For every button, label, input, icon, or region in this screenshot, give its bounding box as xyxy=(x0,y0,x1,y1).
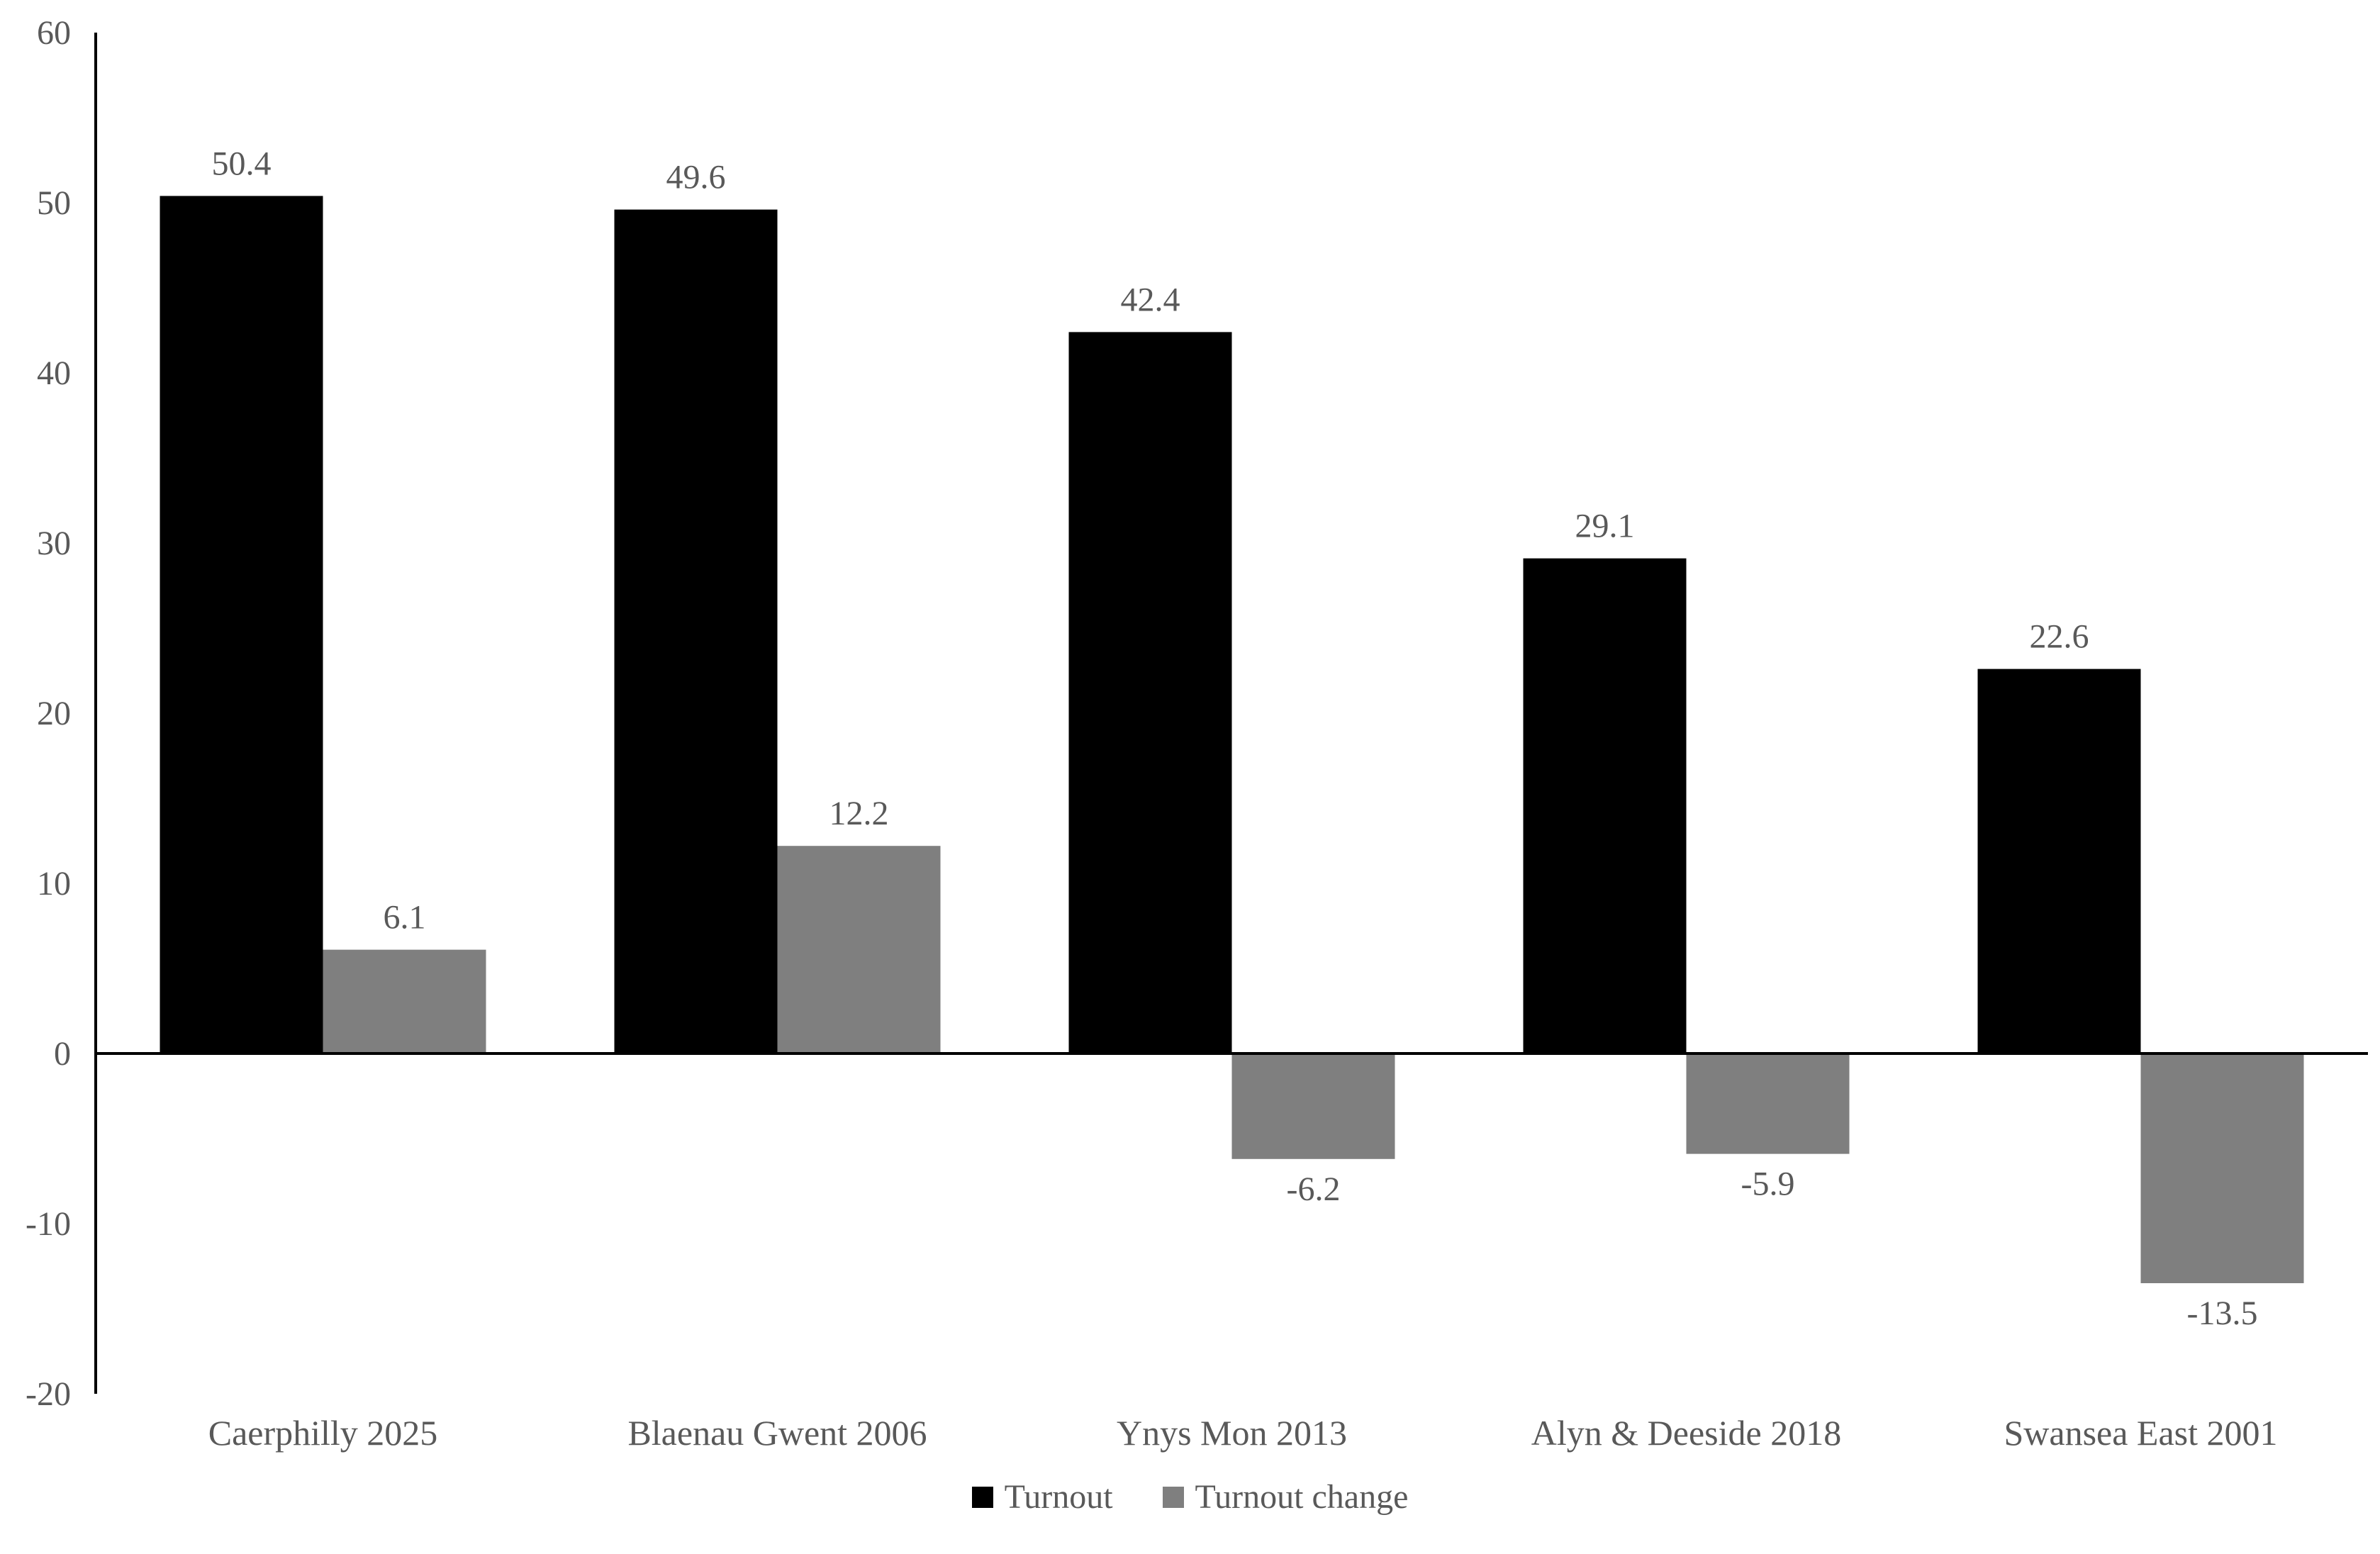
bar-turnout-caerphilly-2025 xyxy=(160,196,323,1053)
y-tick-label-20: 20 xyxy=(37,695,71,732)
y-tick-label-40: 40 xyxy=(37,354,71,392)
legend-swatch-turnout xyxy=(971,1487,993,1508)
category-label-blaenau-gwent-2006: Blaenau Gwent 2006 xyxy=(627,1413,927,1453)
value-label-turnout-blaenau-gwent-2006: 49.6 xyxy=(666,159,726,196)
category-label-alyn-deeside-2018: Alyn & Deeside 2018 xyxy=(1531,1413,1841,1453)
value-label-turnout-change-caerphilly-2025: 6.1 xyxy=(384,899,426,937)
y-tick-label-50: 50 xyxy=(37,184,71,222)
y-tick-label-10: -10 xyxy=(26,1205,71,1243)
value-label-turnout-change-blaenau-gwent-2006: 12.2 xyxy=(829,795,889,832)
bar-turnout-ynys-mon-2013 xyxy=(1068,332,1232,1053)
value-label-turnout-change-ynys-mon-2013: -6.2 xyxy=(1287,1170,1341,1208)
bar-turnout-change-ynys-mon-2013 xyxy=(1231,1053,1395,1159)
y-tick-label-30: 30 xyxy=(37,525,71,562)
bar-turnout-change-alyn-deeside-2018 xyxy=(1686,1053,1850,1154)
legend-label-turnout-change: Turnout change xyxy=(1195,1478,1409,1516)
category-label-caerphilly-2025: Caerphilly 2025 xyxy=(208,1413,438,1453)
y-tick-label-60: 60 xyxy=(37,14,71,52)
bar-turnout-change-blaenau-gwent-2006 xyxy=(777,846,941,1053)
legend-swatch-turnout-change xyxy=(1162,1487,1184,1508)
bar-turnout-change-caerphilly-2025 xyxy=(323,949,486,1053)
value-label-turnout-caerphilly-2025: 50.4 xyxy=(212,145,272,182)
value-label-turnout-change-alyn-deeside-2018: -5.9 xyxy=(1741,1166,1795,1203)
chart-legend: Turnout Turnout change xyxy=(0,1480,2380,1514)
legend-item-turnout: Turnout xyxy=(971,1478,1113,1516)
bar-turnout-change-swansea-east-2001 xyxy=(2140,1053,2304,1283)
value-label-turnout-ynys-mon-2013: 42.4 xyxy=(1121,281,1180,318)
value-label-turnout-swansea-east-2001: 22.6 xyxy=(2030,618,2089,656)
bar-turnout-blaenau-gwent-2006 xyxy=(614,209,778,1054)
legend-item-turnout-change: Turnout change xyxy=(1162,1478,1409,1516)
value-label-turnout-change-swansea-east-2001: -13.5 xyxy=(2187,1295,2258,1332)
y-tick-label-20: -20 xyxy=(26,1375,71,1413)
bar-turnout-swansea-east-2001 xyxy=(1977,669,2141,1053)
category-label-swansea-east-2001: Swansea East 2001 xyxy=(2004,1413,2277,1453)
y-tick-label-10: 10 xyxy=(37,865,71,902)
y-tick-label-0: 0 xyxy=(54,1035,71,1073)
category-label-ynys-mon-2013: Ynys Mon 2013 xyxy=(1117,1413,1347,1453)
bar-turnout-alyn-deeside-2018 xyxy=(1523,558,1687,1053)
value-label-turnout-alyn-deeside-2018: 29.1 xyxy=(1575,508,1635,545)
legend-label-turnout: Turnout xyxy=(1004,1478,1113,1516)
